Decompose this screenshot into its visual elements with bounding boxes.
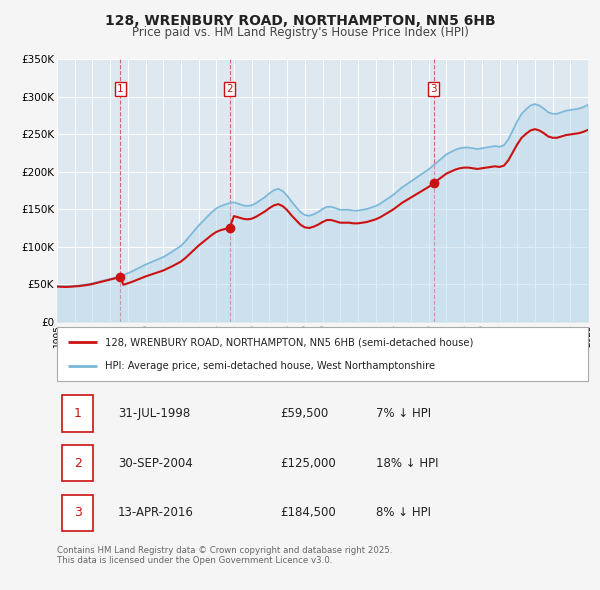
Text: £125,000: £125,000 <box>280 457 336 470</box>
Text: 18% ↓ HPI: 18% ↓ HPI <box>376 457 438 470</box>
FancyBboxPatch shape <box>57 327 588 381</box>
Text: 3: 3 <box>430 84 437 94</box>
Text: 8% ↓ HPI: 8% ↓ HPI <box>376 506 431 519</box>
Text: 30-SEP-2004: 30-SEP-2004 <box>118 457 193 470</box>
Text: 7% ↓ HPI: 7% ↓ HPI <box>376 407 431 420</box>
Text: 1: 1 <box>117 84 124 94</box>
Text: 128, WRENBURY ROAD, NORTHAMPTON, NN5 6HB: 128, WRENBURY ROAD, NORTHAMPTON, NN5 6HB <box>104 14 496 28</box>
Text: 13-APR-2016: 13-APR-2016 <box>118 506 194 519</box>
Text: 31-JUL-1998: 31-JUL-1998 <box>118 407 190 420</box>
Text: 3: 3 <box>74 506 82 519</box>
Text: 2: 2 <box>226 84 233 94</box>
Text: £59,500: £59,500 <box>280 407 328 420</box>
FancyBboxPatch shape <box>62 395 93 432</box>
Text: 2: 2 <box>74 457 82 470</box>
Text: HPI: Average price, semi-detached house, West Northamptonshire: HPI: Average price, semi-detached house,… <box>105 360 435 371</box>
FancyBboxPatch shape <box>62 495 93 531</box>
Text: 128, WRENBURY ROAD, NORTHAMPTON, NN5 6HB (semi-detached house): 128, WRENBURY ROAD, NORTHAMPTON, NN5 6HB… <box>105 337 473 348</box>
Text: 1: 1 <box>74 407 82 420</box>
Text: Contains HM Land Registry data © Crown copyright and database right 2025.
This d: Contains HM Land Registry data © Crown c… <box>57 546 392 565</box>
Text: £184,500: £184,500 <box>280 506 336 519</box>
FancyBboxPatch shape <box>62 445 93 481</box>
Text: Price paid vs. HM Land Registry's House Price Index (HPI): Price paid vs. HM Land Registry's House … <box>131 26 469 39</box>
